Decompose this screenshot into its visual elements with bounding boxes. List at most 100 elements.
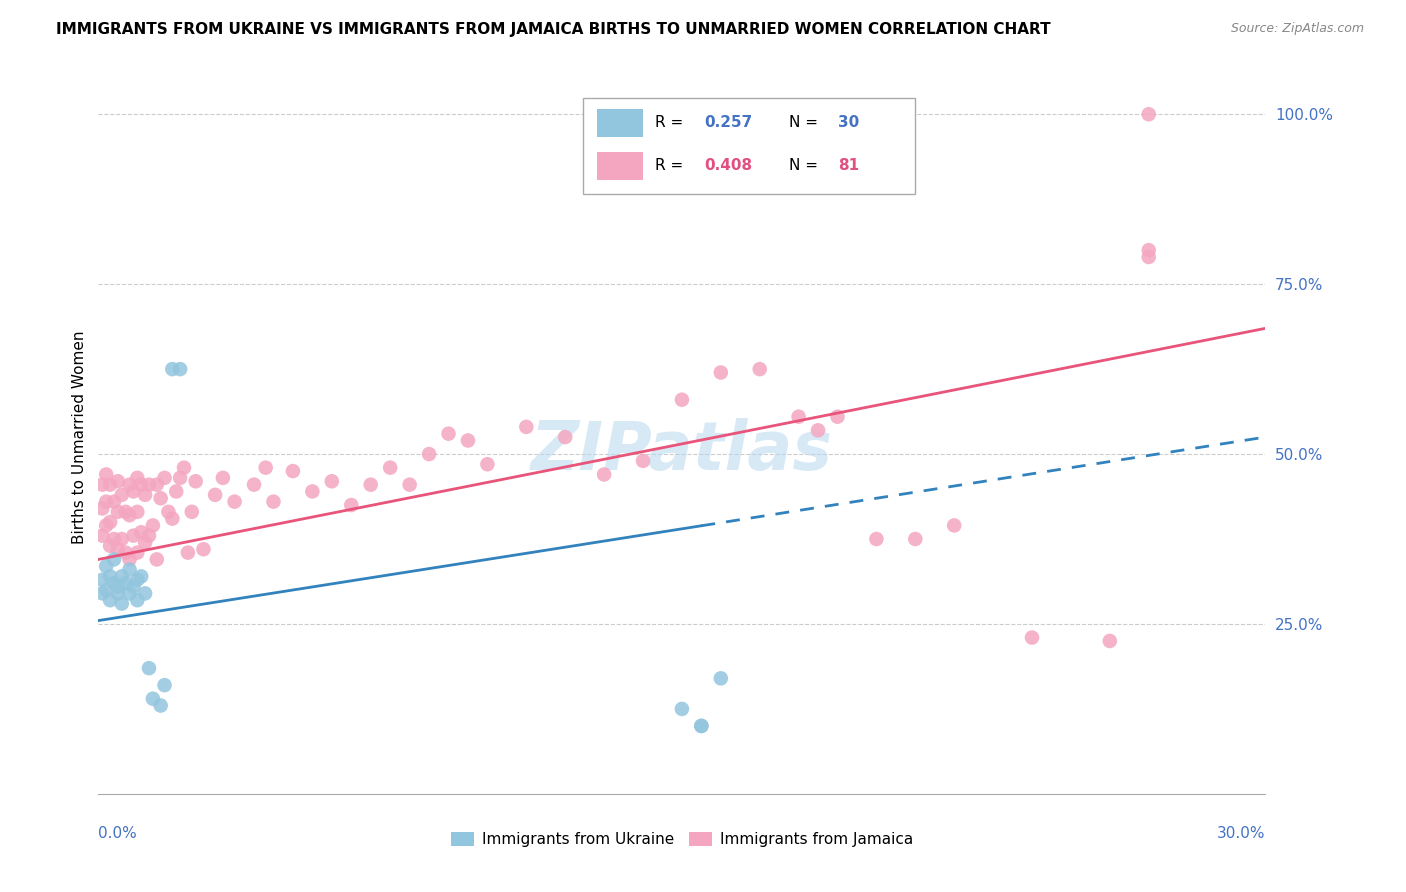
Point [146, 477, 169, 491]
Point [690, 719, 713, 733]
Point [98, 477, 121, 491]
Text: R =: R = [655, 158, 688, 173]
Point [827, 409, 849, 424]
Point [204, 488, 226, 502]
Point [91, 501, 114, 516]
Point [146, 552, 169, 566]
Point [169, 362, 191, 376]
Point [91, 477, 114, 491]
Point [212, 471, 235, 485]
Point [243, 477, 266, 491]
Point [169, 471, 191, 485]
Point [98, 539, 121, 553]
Point [943, 518, 966, 533]
FancyBboxPatch shape [582, 98, 915, 194]
Point [378, 460, 402, 475]
Point [134, 586, 156, 600]
Point [904, 532, 927, 546]
Point [114, 576, 136, 591]
Point [118, 552, 141, 566]
Point [710, 366, 733, 380]
Point [157, 505, 180, 519]
Point [360, 477, 382, 491]
Point [122, 580, 145, 594]
Point [107, 542, 129, 557]
Point [103, 576, 125, 591]
Point [807, 423, 830, 437]
Point [127, 573, 149, 587]
Point [91, 573, 114, 587]
Point [103, 494, 125, 508]
Point [114, 505, 136, 519]
Text: 0.0%: 0.0% [98, 826, 138, 841]
Point [477, 457, 499, 471]
Y-axis label: Births to Unmarried Women: Births to Unmarried Women [72, 330, 87, 544]
Point [134, 535, 156, 549]
Point [98, 515, 121, 529]
Point [262, 494, 284, 508]
Point [138, 528, 160, 542]
Point [865, 532, 887, 546]
Point [127, 546, 149, 560]
Point [118, 586, 141, 600]
Point [165, 484, 187, 499]
Point [690, 719, 713, 733]
Text: Source: ZipAtlas.com: Source: ZipAtlas.com [1230, 22, 1364, 36]
Point [149, 491, 172, 506]
Point [631, 454, 654, 468]
Point [96, 467, 118, 482]
Text: IMMIGRANTS FROM UKRAINE VS IMMIGRANTS FROM JAMAICA BIRTHS TO UNMARRIED WOMEN COR: IMMIGRANTS FROM UKRAINE VS IMMIGRANTS FR… [56, 22, 1050, 37]
Point [1137, 243, 1160, 257]
Point [671, 392, 693, 407]
Point [127, 505, 149, 519]
Point [122, 528, 145, 542]
Text: N =: N = [789, 115, 823, 130]
Point [118, 508, 141, 523]
Text: 0.257: 0.257 [704, 115, 752, 130]
Point [122, 484, 145, 499]
Point [554, 430, 576, 444]
Point [340, 498, 363, 512]
Text: ZIPatlas: ZIPatlas [531, 418, 832, 484]
Point [301, 484, 323, 499]
Point [1098, 634, 1121, 648]
Point [129, 477, 152, 491]
Point [193, 542, 215, 557]
Point [91, 586, 114, 600]
Point [149, 698, 172, 713]
FancyBboxPatch shape [596, 152, 644, 180]
Point [111, 569, 134, 583]
Point [134, 488, 156, 502]
Point [1137, 107, 1160, 121]
Point [118, 563, 141, 577]
Point [107, 580, 129, 594]
Point [129, 569, 152, 583]
Point [162, 511, 184, 525]
Text: 0.408: 0.408 [704, 158, 752, 173]
Point [91, 528, 114, 542]
Point [418, 447, 440, 461]
Point [103, 552, 125, 566]
Point [129, 525, 152, 540]
Point [177, 546, 200, 560]
Point [96, 518, 118, 533]
Point [96, 582, 118, 597]
Point [748, 362, 770, 376]
Point [114, 546, 136, 560]
Point [162, 362, 184, 376]
Point [142, 691, 165, 706]
Text: 30.0%: 30.0% [1218, 826, 1265, 841]
Point [127, 593, 149, 607]
Point [96, 494, 118, 508]
Point [593, 467, 616, 482]
Legend: Immigrants from Ukraine, Immigrants from Jamaica: Immigrants from Ukraine, Immigrants from… [451, 832, 912, 847]
Text: 30: 30 [838, 115, 859, 130]
Point [111, 597, 134, 611]
Text: 81: 81 [838, 158, 859, 173]
Point [787, 409, 810, 424]
Point [138, 477, 160, 491]
Point [173, 460, 195, 475]
Point [671, 702, 693, 716]
Point [1137, 250, 1160, 264]
Point [142, 518, 165, 533]
